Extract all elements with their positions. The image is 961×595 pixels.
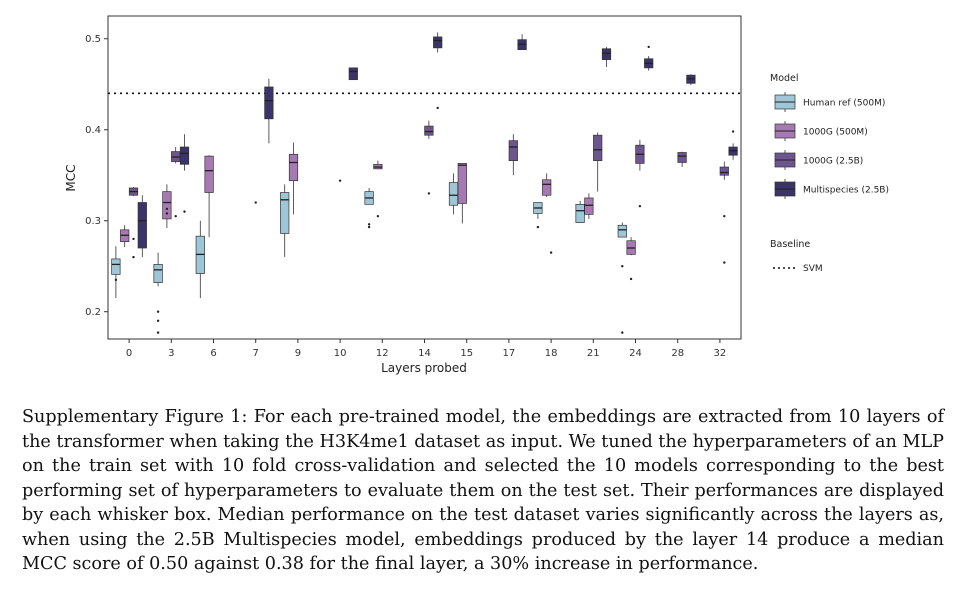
x-tick-label: 15 [460, 348, 473, 359]
legend-item: Human ref (500M) [774, 92, 885, 112]
legend-items: Human ref (500M) 1000G (500M) 1000G (2.5B)… [774, 92, 889, 199]
x-tick-label: 28 [671, 348, 684, 359]
boxes-layer [111, 32, 738, 334]
y-tick-label: 0.2 [85, 307, 101, 318]
box-outlier [367, 223, 371, 226]
box-outlier [114, 278, 118, 282]
box-outlier [638, 204, 642, 208]
legend-label: Human ref (500M) [803, 99, 885, 109]
box-iqr [111, 258, 121, 275]
box-outlier [723, 214, 726, 218]
box-outlier [629, 277, 633, 281]
legend-label: Multispecies (2.5B) [803, 186, 889, 196]
legend-label: 1000G (500M) [803, 128, 868, 138]
legend-label: 1000G (2.5B) [803, 157, 863, 167]
y-tick-label: 0.4 [85, 125, 101, 136]
box-outlier [165, 212, 169, 215]
box-outlier [174, 214, 177, 218]
box-iqr [601, 48, 612, 61]
x-tick-label: 7 [253, 348, 259, 359]
box-outlier [621, 331, 624, 334]
x-tick-label: 24 [629, 348, 642, 359]
x-tick-label: 3 [168, 348, 174, 359]
box-iqr [348, 67, 358, 81]
box-iqr [179, 146, 190, 165]
box-iqr [288, 153, 299, 182]
legend-model-title: Model [770, 73, 799, 84]
box-iqr [264, 86, 274, 120]
box-outlier [436, 106, 439, 110]
x-tick-label: 14 [418, 348, 431, 359]
box-outlier [731, 130, 735, 133]
chart: 0.2 0.3 0.4 0.5 0 3 6 7 9 10 12 14 15 17 18 21 24 28 32 MC… [64, 15, 889, 375]
x-tick-label: 18 [545, 348, 558, 359]
box-outlier [132, 237, 135, 241]
legend-item: 1000G (500M) [774, 121, 868, 141]
box-iqr [204, 155, 214, 193]
axis-layer: 0.2 0.3 0.4 0.5 0 3 6 7 9 10 12 14 15 17 18 21 24 28 32 [85, 34, 726, 359]
box-outlier [254, 201, 257, 204]
legend-svm-label: SVM [803, 264, 823, 274]
box-outlier [156, 319, 160, 323]
x-tick-label: 9 [295, 348, 301, 359]
legend-item: Multispecies (2.5B) [774, 179, 889, 199]
box-iqr [593, 134, 603, 162]
box-iqr [433, 36, 443, 49]
box-iqr [719, 166, 729, 176]
box-iqr [424, 125, 434, 136]
box-iqr [162, 191, 172, 220]
box-outlier [376, 214, 380, 218]
box-iqr [508, 140, 518, 162]
x-tick-label: 0 [126, 348, 132, 359]
box-outlier [156, 310, 160, 313]
box-outlier [621, 265, 624, 268]
y-tick-label: 0.3 [85, 216, 101, 227]
figure-caption: Supplementary Figure 1: For each pre-tra… [22, 407, 944, 574]
x-tick-label: 32 [714, 348, 727, 359]
box-iqr [280, 192, 290, 234]
x-axis-title: Layers probed [381, 361, 467, 375]
legend: Model Human ref (500M) 1000G (500M) 1000G … [770, 73, 889, 274]
box-outlier [183, 210, 186, 213]
box-outlier [367, 225, 371, 229]
box-iqr [575, 203, 585, 223]
box-outlier [549, 251, 553, 254]
box-iqr [448, 182, 459, 206]
legend-item: 1000G (2.5B) [774, 150, 863, 170]
box-outlier [723, 261, 726, 264]
legend-baseline-title: Baseline [770, 239, 810, 250]
box-outlier [338, 179, 342, 182]
box-outlier [647, 45, 650, 49]
box-iqr [137, 202, 147, 249]
box-outlier [165, 207, 169, 211]
series-human-ref-500m [111, 173, 627, 334]
y-axis-title: MCC [64, 164, 78, 191]
box-iqr [584, 197, 594, 215]
box-iqr [677, 152, 687, 163]
series-1000g-2-5b [128, 120, 729, 264]
series-multispecies-2-5b [137, 32, 738, 258]
box-outlier [427, 192, 431, 195]
x-tick-label: 10 [334, 348, 347, 359]
box-iqr [457, 163, 467, 204]
x-tick-label: 6 [210, 348, 216, 359]
y-tick-label: 0.5 [85, 34, 101, 45]
series-1000g-500m [120, 142, 636, 281]
x-tick-label: 17 [503, 348, 516, 359]
box-outlier [536, 225, 540, 229]
box-outlier [156, 331, 160, 334]
box-iqr [542, 179, 552, 196]
box-iqr [153, 264, 163, 283]
box-outlier [132, 255, 135, 259]
box-iqr [617, 224, 627, 238]
x-tick-label: 21 [587, 348, 600, 359]
x-tick-label: 12 [376, 348, 389, 359]
